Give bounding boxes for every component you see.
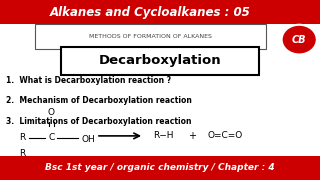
Text: 3.  Limitations of Decarboxylation reaction: 3. Limitations of Decarboxylation reacti… [6,117,192,126]
Bar [0,0,320,24]
Text: +: + [188,131,196,141]
Text: O=C=O: O=C=O [208,131,243,140]
Text: Bsc 1st year / organic chemistry / Chapter : 4: Bsc 1st year / organic chemistry / Chapt… [45,163,275,172]
Ellipse shape [282,25,317,54]
Bar [0,156,320,180]
Text: C: C [48,133,54,142]
Text: METHODS OF FORMATION OF ALKANES: METHODS OF FORMATION OF ALKANES [89,34,212,39]
Text: O: O [48,108,55,117]
Text: 1.  What is Decarboxylation reaction ?: 1. What is Decarboxylation reaction ? [6,76,172,85]
Text: Decarboxylation: Decarboxylation [99,54,221,67]
Text: R−H: R−H [154,131,174,140]
Text: CB: CB [292,35,307,45]
Text: OH: OH [82,135,95,144]
Text: Alkanes and Cycloalkanes : 05: Alkanes and Cycloalkanes : 05 [50,6,251,19]
Text: R: R [19,148,26,158]
Text: 2.  Mechanism of Decarboxylation reaction: 2. Mechanism of Decarboxylation reaction [6,96,192,105]
FancyBboxPatch shape [35,24,266,49]
Text: R: R [19,133,26,142]
FancyBboxPatch shape [61,47,259,75]
